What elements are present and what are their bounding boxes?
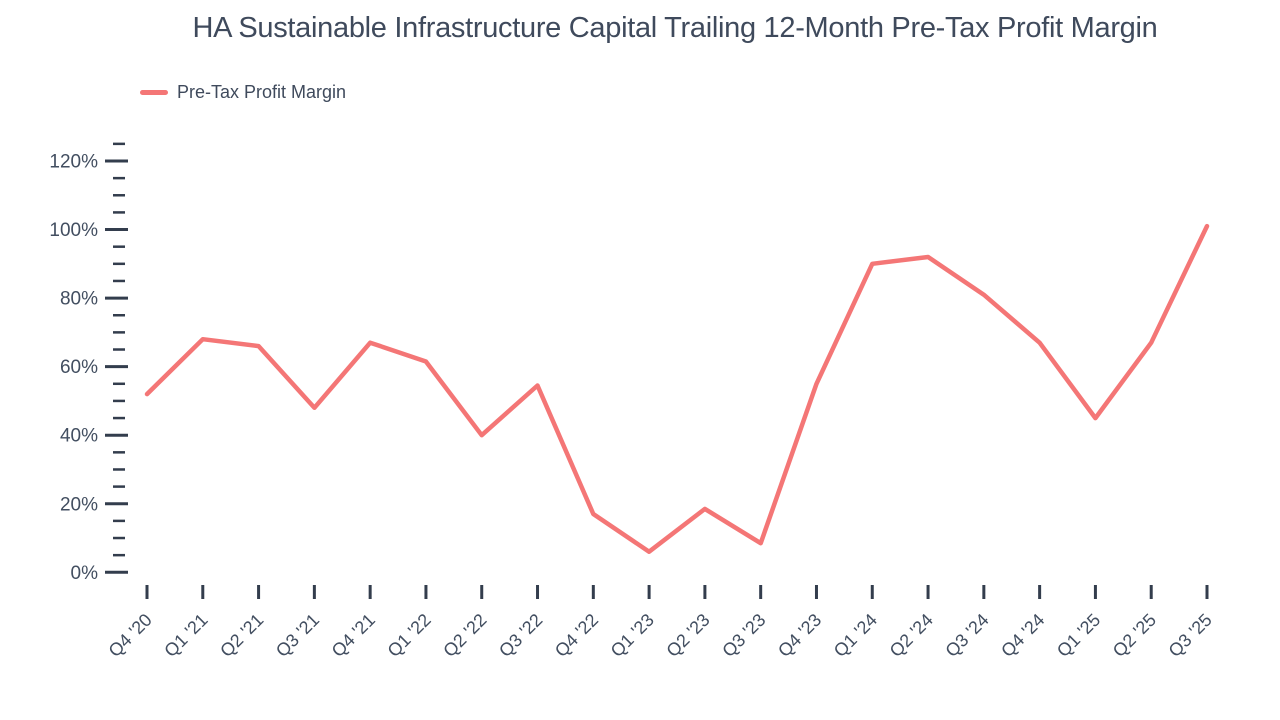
x-tick-label: Q1 '21: [160, 610, 211, 661]
y-tick-label: 120%: [49, 152, 98, 173]
y-tick-label: 60%: [60, 357, 98, 378]
legend-line-swatch: [140, 90, 168, 95]
legend-label: Pre-Tax Profit Margin: [177, 82, 347, 102]
y-tick-label: 0%: [71, 563, 99, 584]
x-tick-label: Q3 '21: [272, 610, 323, 661]
x-tick-label: Q2 '24: [886, 610, 937, 661]
x-tick-label: Q3 '25: [1165, 610, 1216, 661]
y-tick-label: 100%: [49, 220, 98, 241]
y-tick-label: 80%: [60, 289, 98, 310]
x-tick-label: Q2 '25: [1109, 610, 1160, 661]
series: [144, 223, 1210, 554]
y-axis: 0% 20% 40% 60% 80% 100% 120%: [49, 142, 128, 584]
y-tick-label: 20%: [60, 494, 98, 515]
x-tick-label: Q1 '25: [1053, 610, 1104, 661]
x-tick-label: Q2 '23: [662, 610, 713, 661]
x-tick-label: Q3 '24: [941, 610, 992, 661]
legend: Pre-Tax Profit Margin: [140, 82, 346, 103]
x-tick-label: Q4 '23: [774, 610, 825, 661]
x-tick-label: Q3 '23: [718, 610, 769, 661]
x-tick-label: Q1 '22: [384, 610, 435, 661]
x-tick-label: Q1 '24: [830, 610, 881, 661]
x-tick-label: Q2 '22: [439, 610, 490, 661]
x-tick-label: Q4 '20: [105, 610, 156, 661]
pre-tax-profit-margin-line: [144, 223, 1210, 554]
x-tick-label: Q1 '23: [607, 610, 658, 661]
x-tick-label: Q3 '22: [495, 610, 546, 661]
y-tick-label: 40%: [60, 426, 98, 447]
x-tick-label: Q4 '22: [551, 610, 602, 661]
x-axis: Q4 '20 Q1 '21 Q2 '21 Q3 '21 Q4 '21 Q1 '22 Q2 '…: [105, 585, 1216, 661]
x-tick-label: Q4 '24: [997, 610, 1048, 661]
chart-title: HA Sustainable Infrastructure Capital Tr…: [192, 12, 1158, 44]
x-tick-label: Q2 '21: [216, 610, 267, 661]
x-tick-label: Q4 '21: [328, 610, 379, 661]
